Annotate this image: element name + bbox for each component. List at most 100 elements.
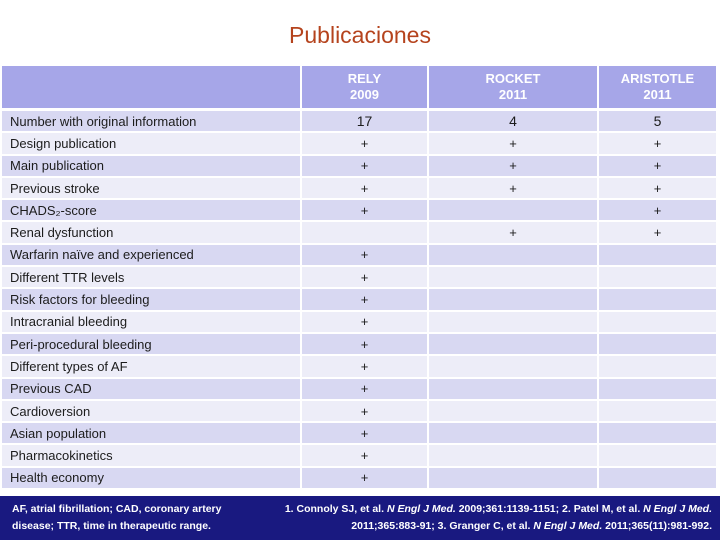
row-label: Health economy — [2, 467, 300, 489]
trial-name: RELY — [347, 70, 382, 86]
table-row: Warfarin naïve and experienced + — [2, 244, 716, 266]
trial-name: ROCKET — [485, 70, 541, 86]
row-value: + — [302, 244, 427, 266]
table-row: Previous stroke + + + — [2, 177, 716, 199]
row-label: Cardioversion — [2, 400, 300, 422]
row-value: + — [302, 445, 427, 466]
table-row: Pharmacokinetics + — [2, 445, 716, 466]
row-label: Previous stroke — [2, 177, 300, 199]
row-value — [599, 356, 716, 377]
row-value: + — [599, 200, 716, 221]
table-row: Design publication + + + — [2, 133, 716, 154]
row-label: Different TTR levels — [2, 267, 300, 288]
row-label: Design publication — [2, 133, 300, 154]
row-value — [429, 289, 597, 310]
row-value: + — [302, 333, 427, 355]
row-value: + — [302, 155, 427, 176]
row-value: + — [302, 133, 427, 154]
row-value: + — [599, 177, 716, 199]
table-header-row: RELY 2009 ROCKET 2011 ARISTOTLE 2011 — [2, 66, 716, 108]
row-value: + — [302, 289, 427, 310]
row-value: + — [302, 423, 427, 444]
row-value — [429, 356, 597, 377]
row-value — [429, 423, 597, 444]
row-value: + — [599, 133, 716, 154]
row-label: Different types of AF — [2, 356, 300, 377]
row-value — [599, 445, 716, 466]
table-row: Peri-procedural bleeding + — [2, 333, 716, 355]
row-value: 5 — [599, 111, 716, 132]
row-value — [599, 400, 716, 422]
trial-year: 2011 — [498, 87, 528, 102]
footnote-bar: AF, atrial fibrillation; CAD, coronary a… — [0, 496, 720, 540]
row-label: Intracranial bleeding — [2, 311, 300, 332]
table-row: Asian population + — [2, 423, 716, 444]
table-body: Number with original information 17 4 5 Desi… — [2, 111, 716, 489]
table-row: Different types of AF + — [2, 356, 716, 377]
table-row: Different TTR levels + — [2, 267, 716, 288]
table-row: Risk factors for bleeding + — [2, 289, 716, 310]
row-value: + — [302, 177, 427, 199]
row-value — [599, 467, 716, 489]
row-value — [429, 267, 597, 288]
column-header-aristotle: ARISTOTLE 2011 — [599, 66, 716, 108]
row-label: Renal dysfunction — [2, 222, 300, 243]
row-value: + — [302, 400, 427, 422]
reference-text: 2011;365(11):981-992. — [602, 519, 712, 532]
row-value — [429, 467, 597, 489]
row-value — [599, 289, 716, 310]
row-value — [429, 333, 597, 355]
publications-table: RELY 2009 ROCKET 2011 ARISTOTLE 2011 Num… — [2, 66, 716, 490]
page-title: Publicaciones — [289, 22, 431, 48]
reference-text: 1. Connoly SJ, et al. — [284, 503, 387, 515]
row-value — [599, 244, 716, 266]
table-row: Number with original information 17 4 5 — [2, 111, 716, 132]
column-header-rely: RELY 2009 — [302, 66, 427, 108]
table-row: Renal dysfunction + + — [2, 222, 716, 243]
row-value — [429, 400, 597, 422]
row-value — [599, 311, 716, 332]
table-row: Cardioversion + — [2, 400, 716, 422]
row-value — [429, 378, 597, 399]
row-label: Warfarin naïve and experienced — [2, 244, 300, 266]
table-row: Previous CAD + — [2, 378, 716, 399]
trial-name: ARISTOTLE — [620, 70, 695, 86]
row-value: + — [599, 222, 716, 243]
row-value — [599, 378, 716, 399]
table-corner-cell — [2, 66, 300, 108]
row-label: Main publication — [2, 155, 300, 176]
row-value: + — [429, 133, 597, 154]
row-value: + — [302, 467, 427, 489]
row-value: + — [429, 177, 597, 199]
row-value: + — [302, 267, 427, 288]
row-value — [429, 311, 597, 332]
table-row: Main publication + + + — [2, 155, 716, 176]
row-label: Previous CAD — [2, 378, 300, 399]
row-value — [599, 267, 716, 288]
row-value — [599, 423, 716, 444]
table-row: Intracranial bleeding + — [2, 311, 716, 332]
row-value: + — [429, 155, 597, 176]
row-value: + — [302, 356, 427, 377]
row-label: CHADS₂-score — [2, 200, 300, 221]
table-row: Health economy + — [2, 467, 716, 489]
trial-year: 2009 — [350, 87, 379, 102]
references-text: 1. Connoly SJ, et al. N Engl J Med. 2009… — [278, 501, 712, 535]
row-value: + — [302, 200, 427, 221]
row-value: + — [302, 378, 427, 399]
reference-text: 2011;365:883-91; 3. Granger C, et al. — [351, 519, 534, 532]
row-value — [429, 445, 597, 466]
row-value — [429, 200, 597, 221]
row-label: Peri-procedural bleeding — [2, 333, 300, 355]
row-label: Pharmacokinetics — [2, 445, 300, 466]
table-row: CHADS₂-score + + — [2, 200, 716, 221]
journal-name: N Engl J Med. — [386, 503, 456, 515]
column-header-rocket: ROCKET 2011 — [429, 66, 597, 108]
reference-text: 2009;361:1139-1151; 2. Patel M, et al. — [455, 503, 644, 515]
row-value: 17 — [302, 111, 427, 132]
row-value: + — [429, 222, 597, 243]
row-value — [429, 244, 597, 266]
row-label: Risk factors for bleeding — [2, 289, 300, 310]
row-value — [302, 222, 427, 243]
abbreviations-text: AF, atrial fibrillation; CAD, coronary a… — [12, 503, 222, 532]
